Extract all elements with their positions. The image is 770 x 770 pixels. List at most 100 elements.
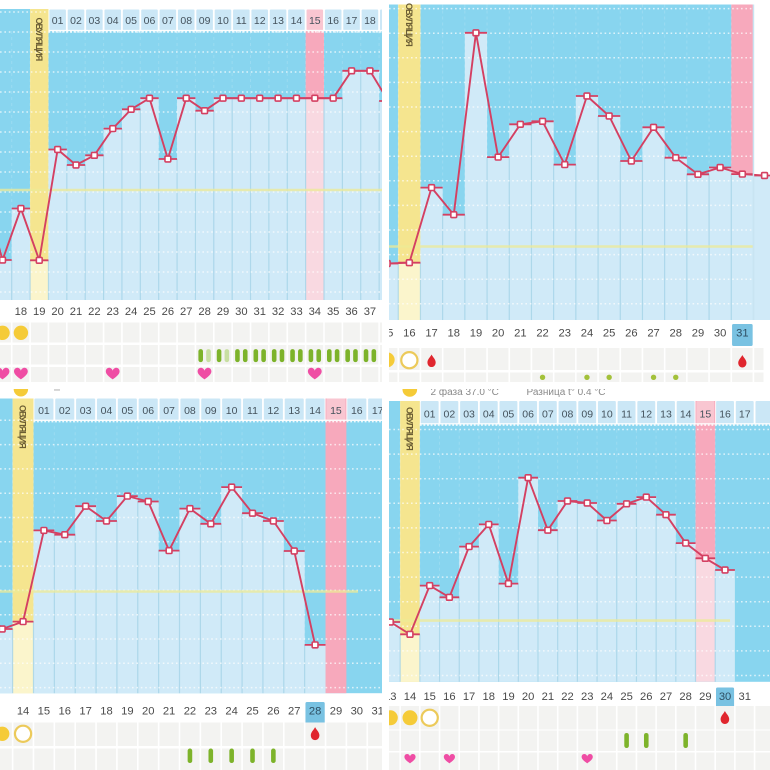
svg-text:18: 18 xyxy=(448,328,460,340)
svg-text:08: 08 xyxy=(184,405,196,417)
svg-text:23: 23 xyxy=(559,328,571,340)
svg-text:26: 26 xyxy=(625,328,637,340)
svg-text:15: 15 xyxy=(38,706,50,718)
svg-text:16: 16 xyxy=(403,328,415,340)
svg-text:12: 12 xyxy=(254,15,266,27)
svg-text:31: 31 xyxy=(253,306,265,318)
svg-text:25: 25 xyxy=(143,306,155,318)
svg-text:24: 24 xyxy=(601,691,613,703)
svg-text:15: 15 xyxy=(423,691,435,703)
svg-text:26: 26 xyxy=(162,306,174,318)
svg-text:27: 27 xyxy=(180,306,192,318)
svg-text:11: 11 xyxy=(247,405,258,417)
svg-text:09: 09 xyxy=(205,405,217,417)
svg-text:29: 29 xyxy=(699,691,711,703)
svg-text:33: 33 xyxy=(290,306,302,318)
svg-text:08: 08 xyxy=(180,15,192,27)
svg-text:31: 31 xyxy=(371,706,383,718)
svg-text:25: 25 xyxy=(246,706,258,718)
svg-text:02: 02 xyxy=(59,405,71,417)
svg-text:30: 30 xyxy=(719,691,731,703)
svg-text:24: 24 xyxy=(225,706,237,718)
svg-text:03: 03 xyxy=(463,408,475,420)
svg-text:12: 12 xyxy=(268,405,280,417)
svg-text:20: 20 xyxy=(492,328,504,340)
svg-text:17: 17 xyxy=(463,691,475,703)
svg-text:19: 19 xyxy=(33,306,45,318)
svg-text:18: 18 xyxy=(483,691,495,703)
svg-text:28: 28 xyxy=(309,706,321,718)
svg-text:14: 14 xyxy=(309,405,321,417)
svg-text:30: 30 xyxy=(714,328,726,340)
svg-text:13: 13 xyxy=(384,691,396,703)
svg-text:07: 07 xyxy=(162,15,174,27)
svg-text:22: 22 xyxy=(536,328,548,340)
svg-text:13: 13 xyxy=(288,405,300,417)
svg-text:03: 03 xyxy=(89,15,101,27)
svg-text:20: 20 xyxy=(51,306,63,318)
svg-text:19: 19 xyxy=(470,328,482,340)
svg-text:04: 04 xyxy=(483,408,495,420)
svg-text:18: 18 xyxy=(15,306,27,318)
svg-text:14: 14 xyxy=(291,15,303,27)
svg-text:15: 15 xyxy=(700,408,712,420)
svg-text:19: 19 xyxy=(502,691,514,703)
svg-text:20: 20 xyxy=(522,691,534,703)
svg-text:35: 35 xyxy=(327,306,339,318)
svg-text:01: 01 xyxy=(424,408,436,420)
svg-text:36: 36 xyxy=(345,306,357,318)
svg-text:25: 25 xyxy=(620,691,632,703)
svg-text:ОВУЛЯЦИЯ: ОВУЛЯЦИЯ xyxy=(34,18,44,61)
svg-text:22: 22 xyxy=(561,691,573,703)
svg-text:22: 22 xyxy=(88,306,100,318)
svg-text:29: 29 xyxy=(217,306,229,318)
svg-text:17: 17 xyxy=(425,328,437,340)
svg-text:28: 28 xyxy=(198,306,210,318)
svg-text:17: 17 xyxy=(739,408,751,420)
svg-text:24: 24 xyxy=(125,306,137,318)
svg-text:2 фаза 37.0 °С: 2 фаза 37.0 °С xyxy=(431,386,499,398)
svg-text:31: 31 xyxy=(736,328,748,340)
svg-text:16: 16 xyxy=(59,706,71,718)
svg-text:29: 29 xyxy=(692,328,704,340)
svg-text:18: 18 xyxy=(100,706,112,718)
svg-text:02: 02 xyxy=(444,408,456,420)
svg-text:16: 16 xyxy=(719,408,731,420)
svg-text:06: 06 xyxy=(142,405,154,417)
svg-text:17: 17 xyxy=(346,15,358,27)
svg-text:13: 13 xyxy=(272,15,284,27)
svg-text:23: 23 xyxy=(581,691,593,703)
svg-text:10: 10 xyxy=(601,408,613,420)
svg-text:03: 03 xyxy=(80,405,92,417)
svg-text:01: 01 xyxy=(38,405,50,417)
svg-text:Разница t° 0.4 °С: Разница t° 0.4 °С xyxy=(527,387,606,398)
svg-text:10: 10 xyxy=(226,405,238,417)
svg-text:ОВУЛЯЦИЯ: ОВУЛЯЦИЯ xyxy=(404,3,414,46)
svg-text:ОВУЛЯЦИЯ: ОВУЛЯЦИЯ xyxy=(18,405,28,448)
svg-text:04: 04 xyxy=(107,15,119,27)
svg-text:14: 14 xyxy=(17,706,29,718)
svg-text:05: 05 xyxy=(125,15,137,27)
svg-text:28: 28 xyxy=(679,691,691,703)
svg-text:17: 17 xyxy=(372,405,384,417)
svg-text:28: 28 xyxy=(670,328,682,340)
svg-text:27: 27 xyxy=(647,328,659,340)
svg-text:20: 20 xyxy=(142,706,154,718)
svg-text:13: 13 xyxy=(660,408,672,420)
svg-text:23: 23 xyxy=(205,706,217,718)
svg-text:09: 09 xyxy=(581,408,593,420)
svg-text:24: 24 xyxy=(581,328,593,340)
svg-text:04: 04 xyxy=(101,405,113,417)
svg-text:21: 21 xyxy=(70,306,82,318)
svg-text:31: 31 xyxy=(739,691,751,703)
svg-text:30: 30 xyxy=(351,706,363,718)
svg-text:08: 08 xyxy=(562,408,574,420)
svg-text:02: 02 xyxy=(70,15,82,27)
svg-text:ОВУЛЯЦИЯ: ОВУЛЯЦИЯ xyxy=(405,407,415,450)
svg-text:11: 11 xyxy=(236,15,247,27)
svg-text:19: 19 xyxy=(121,706,133,718)
svg-text:10: 10 xyxy=(217,15,229,27)
svg-text:30: 30 xyxy=(235,306,247,318)
svg-text:07: 07 xyxy=(163,405,175,417)
svg-text:15: 15 xyxy=(309,15,321,27)
